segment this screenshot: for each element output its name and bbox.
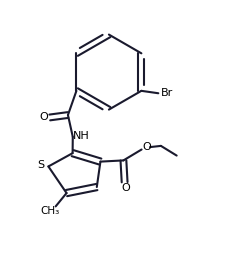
Text: O: O (142, 142, 151, 152)
Text: S: S (38, 160, 45, 170)
Text: Br: Br (161, 88, 173, 98)
Text: O: O (121, 183, 130, 193)
Text: O: O (39, 112, 48, 123)
Text: NH: NH (73, 131, 90, 141)
Text: CH₃: CH₃ (40, 206, 59, 216)
